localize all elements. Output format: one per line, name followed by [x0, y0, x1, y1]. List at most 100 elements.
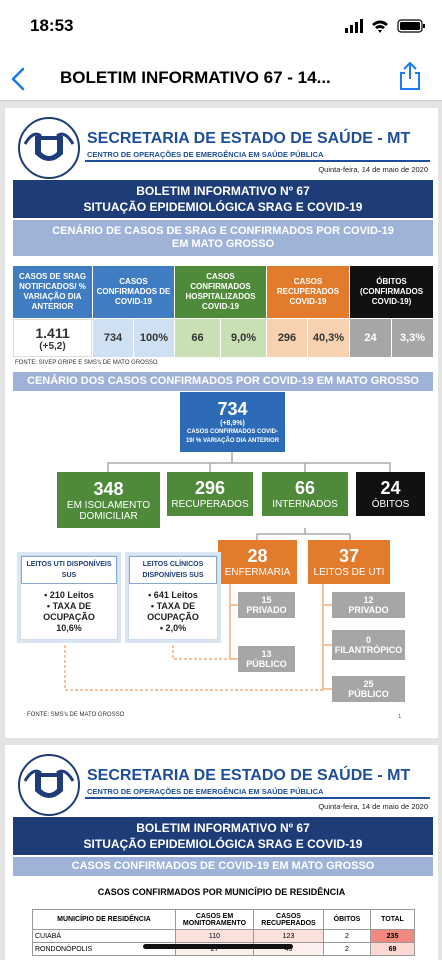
- table-cell: 296: [267, 319, 307, 357]
- info-beds: • 210 Leitos: [44, 590, 94, 600]
- node-label: INTERNADOS: [272, 499, 338, 510]
- table-header: ÓBITOS: [323, 909, 371, 930]
- node-value: 66: [294, 478, 316, 498]
- tree-node: 24 ÓBITOS: [356, 472, 425, 516]
- header-title: SECRETARIA DE ESTADO DE SAÚDE - MT: [87, 767, 411, 784]
- table-cell: 123: [253, 929, 324, 943]
- srag-value: 1.411: [35, 324, 70, 341]
- leaf-value: 15: [261, 595, 272, 605]
- tree-node: 296 RECUPERADOS: [167, 472, 253, 516]
- table-header: TOTAL: [370, 909, 415, 930]
- table-header: CASOS RECUPERADOS: [253, 909, 324, 930]
- leaf-value: 25: [363, 679, 374, 689]
- logo: [18, 117, 80, 179]
- tree-node: 66 INTERNADOS: [262, 472, 348, 516]
- banner: BOLETIM INFORMATIVO Nº 67 SITUAÇÃO EPIDEM…: [13, 180, 433, 218]
- info-beds: • 641 Leitos: [148, 590, 198, 600]
- source: FONTE: SIVEP GRIPE E SMS's DE MATO GROSS…: [15, 360, 158, 366]
- node-value: 28: [247, 546, 268, 566]
- table-cell: 40,3%: [308, 319, 349, 357]
- header-subtitle: CENTRO DE OPERAÇÕES DE EMERGÊNCIA EM SAÚ…: [87, 150, 324, 159]
- node-value: 348: [93, 479, 124, 499]
- share-button[interactable]: [397, 60, 423, 92]
- table-cell: 2: [323, 929, 371, 943]
- leaf-value: 0: [365, 635, 371, 645]
- table-title: CASOS CONFIRMADOS POR MUNICÍPIO DE RESID…: [97, 887, 346, 897]
- section-title: CASOS CONFIRMADOS DE COVID-19 EM MATO GR…: [13, 857, 433, 876]
- table-cell: 69: [370, 942, 415, 956]
- table-header: ÓBITOS (CONFIRMADOS COVID-19): [350, 266, 433, 318]
- tree-node: 348 EM ISOLAMENTO DOMICILIAR: [57, 472, 160, 528]
- info-box: LEITOS UTI DISPONÍVEIS SUS • 210 Leitos • …: [20, 555, 118, 640]
- node-label: LEITOS DE UTI: [313, 567, 385, 578]
- table-cell: 100%: [134, 319, 174, 357]
- node-value: 296: [194, 478, 226, 498]
- leaf-value: 12: [363, 595, 374, 605]
- back-button[interactable]: [8, 66, 28, 92]
- node-label: EM ISOLAMENTO DOMICILIAR: [66, 500, 151, 522]
- info-rate: • 2,0%: [159, 623, 187, 633]
- leaf-node: 25 PÚBLICO: [332, 676, 405, 702]
- leaf-label: PÚBLICO: [348, 689, 389, 699]
- page-2: SECRETARIA DE ESTADO DE SAÚDE - MT CENTR…: [5, 745, 438, 960]
- leaf-label: FILANTRÓPICO: [334, 645, 403, 655]
- leaf-label: PRIVADO: [246, 605, 287, 615]
- root-value: 734: [217, 398, 248, 419]
- table-cell: 3,3%: [392, 319, 433, 357]
- header-date: Quinta-feira, 14 de maio de 2020: [318, 802, 428, 811]
- table-cell: 2: [323, 942, 371, 956]
- home-indicator: [143, 944, 293, 949]
- banner-line: BOLETIM INFORMATIVO Nº 67: [136, 821, 310, 835]
- status-time: 18:53: [30, 16, 74, 35]
- leaf-node: 15 PRIVADO: [238, 592, 295, 618]
- info-title: LEITOS CLÍNICOS DISPONÍVEIS SUS: [129, 556, 217, 584]
- leaf-value: 13: [261, 649, 272, 659]
- table-cell: 9,0%: [221, 319, 266, 357]
- banner-line: SITUAÇÃO EPIDEMIOLÓGICA SRAG E COVID-19: [83, 837, 363, 851]
- table-cell: 734: [93, 319, 133, 357]
- tree-node: 37 LEITOS DE UTI: [308, 540, 390, 584]
- logo: [18, 754, 80, 816]
- info-rate: 10,6%: [56, 623, 82, 633]
- status-icons: [345, 19, 425, 33]
- leaf-node: 13 PÚBLICO: [238, 646, 295, 672]
- page-1: SECRETARIA DE ESTADO DE SAÚDE - MT CENTR…: [5, 108, 438, 738]
- srag-variation: (+5,2): [39, 340, 66, 352]
- table-cell: 66: [175, 319, 220, 357]
- header-rule: [85, 797, 430, 799]
- tree-node: 28 ENFERMARIA: [218, 540, 297, 584]
- srag-cell: 1.411 (+5,2): [13, 319, 92, 357]
- tree-root: 734 (+8,9%) CASOS CONFIRMADOS COVID-19/ % …: [180, 392, 285, 452]
- node-label: ENFERMARIA: [224, 567, 291, 578]
- page-number: 1: [398, 714, 402, 720]
- table-header: MUNICÍPIO DE RESIDÊNCIA: [32, 909, 176, 930]
- source: FONTE: SMS's DE MATO GROSSO: [27, 712, 125, 718]
- table-header: CASOS EM MONITORAMENTO: [175, 909, 254, 930]
- nav-title: BOLETIM INFORMATIVO 67 - 14...: [60, 68, 331, 87]
- table-cell: 235: [370, 929, 415, 943]
- node-value: 24: [380, 478, 401, 498]
- table-header: CASOS CONFIRMADOS HOSPITALIZADOS COVID-1…: [175, 266, 266, 318]
- banner: BOLETIM INFORMATIVO Nº 67 SITUAÇÃO EPIDEM…: [13, 817, 433, 855]
- root-variation: (+8,9%): [220, 419, 245, 427]
- info-title: LEITOS UTI DISPONÍVEIS SUS: [21, 556, 117, 584]
- info-box: LEITOS CLÍNICOS DISPONÍVEIS SUS • 641 Lei…: [128, 555, 218, 640]
- leaf-node: 12 PRIVADO: [332, 592, 405, 618]
- leaf-node: 0 FILANTRÓPICO: [332, 630, 405, 660]
- table-header: CASOS RECUPERADOS COVID-19: [267, 266, 349, 318]
- table-header: CASOS DE SRAG NOTIFICADOS/ % VARIAÇÃO DI…: [13, 266, 92, 318]
- node-label: ÓBITOS: [371, 499, 410, 510]
- header-subtitle: CENTRO DE OPERAÇÕES DE EMERGÊNCIA EM SAÚ…: [87, 787, 324, 796]
- root-label: CASOS CONFIRMADOS COVID-19/ % VARIAÇÃO D…: [185, 428, 280, 444]
- info-rate-label: • TAXA DE OCUPAÇÃO: [147, 601, 199, 622]
- header-date: Quinta-feira, 14 de maio de 2020: [318, 165, 428, 174]
- section-title: CENÁRIO DE CASOS DE SRAG E CONFIRMADOS P…: [13, 220, 433, 256]
- section-title: CENÁRIO DOS CASOS CONFIRMADOS POR COVID-…: [13, 372, 433, 391]
- banner-line: BOLETIM INFORMATIVO Nº 67: [136, 184, 310, 198]
- node-label: RECUPERADOS: [171, 499, 249, 510]
- banner-line: SITUAÇÃO EPIDEMIOLÓGICA SRAG E COVID-19: [83, 200, 363, 214]
- leaf-label: PÚBLICO: [246, 659, 287, 669]
- leaf-label: PRIVADO: [348, 605, 389, 615]
- table-cell: 110: [175, 929, 254, 943]
